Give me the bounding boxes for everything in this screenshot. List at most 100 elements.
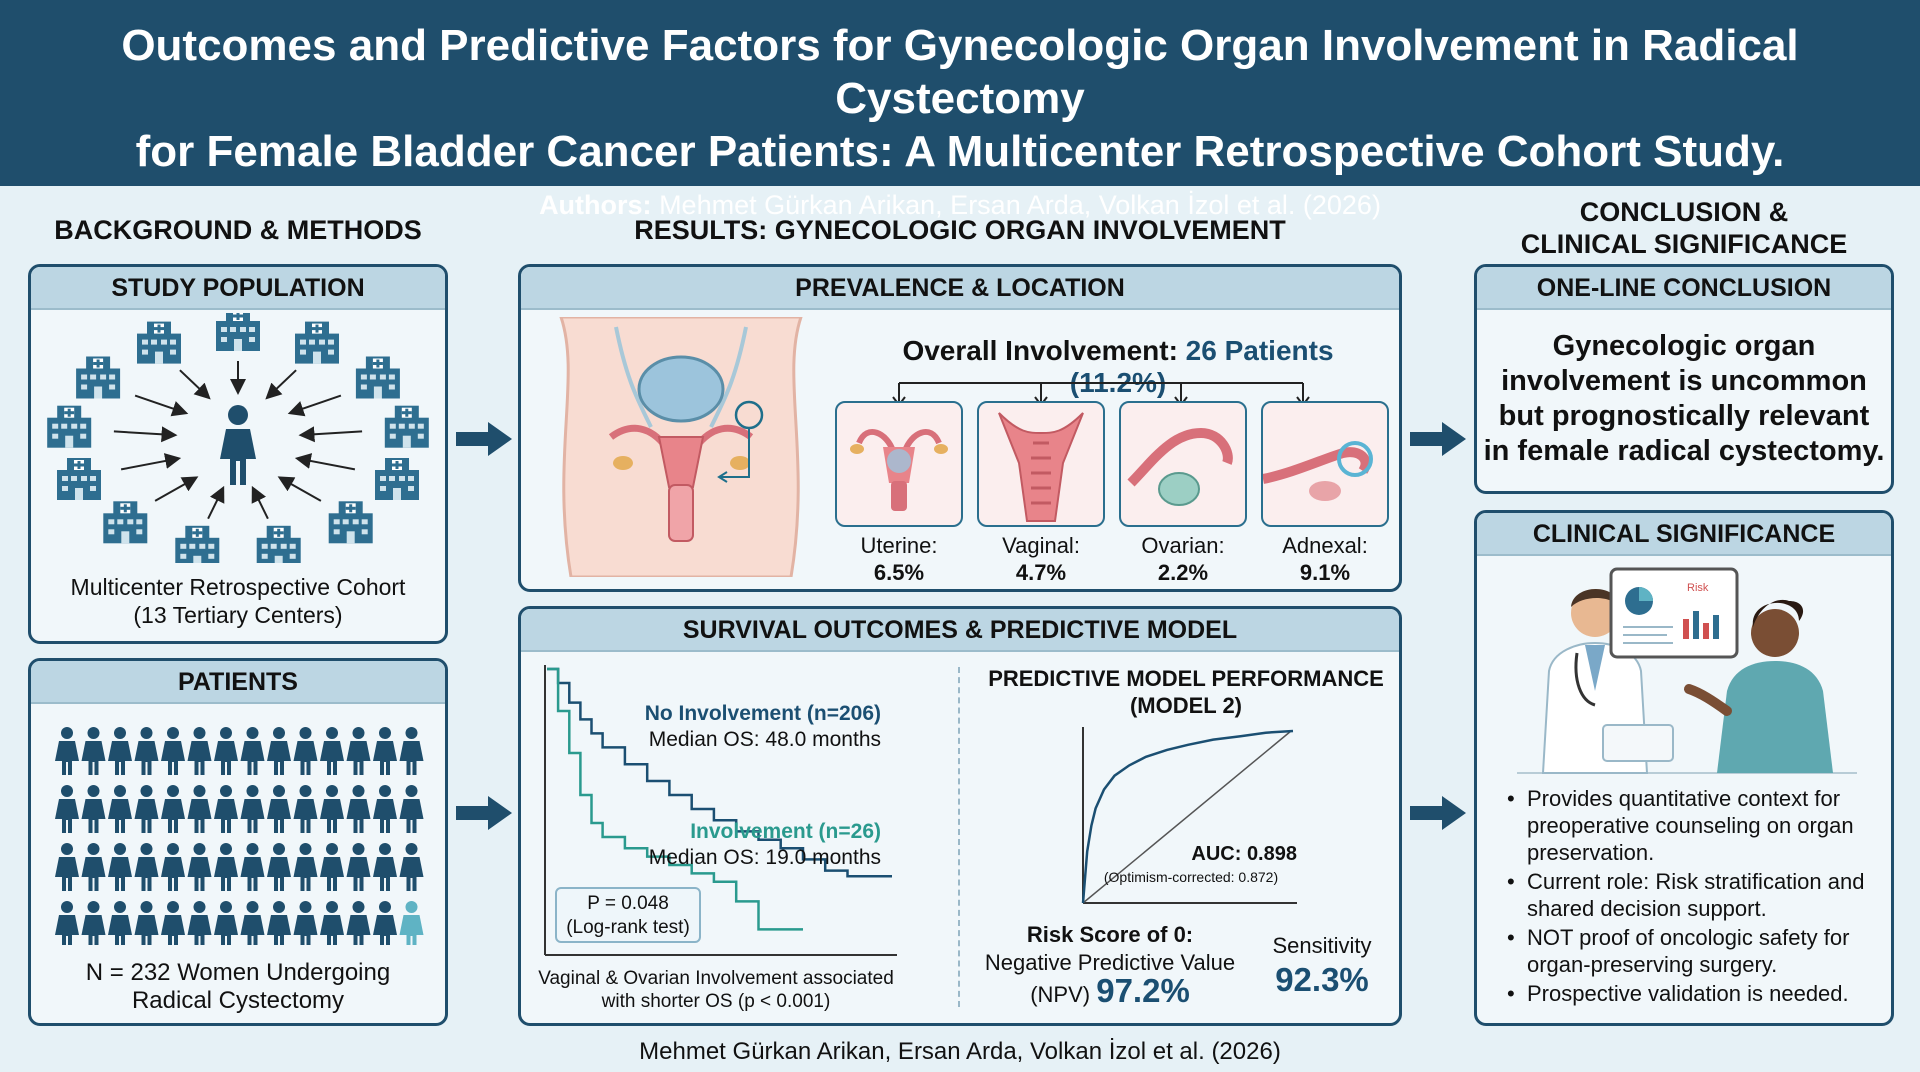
patient-pictogram <box>55 727 424 945</box>
header-banner: Outcomes and Predictive Factors for Gyne… <box>0 0 1920 220</box>
hub-arrow <box>154 476 199 502</box>
pelvis-anatomy-illustration <box>559 317 803 577</box>
clinical-bullet-list: Provides quantitative context for preope… <box>1507 785 1891 1009</box>
woman-icon <box>81 843 106 891</box>
no-involvement-label: No Involvement (n=206) <box>644 702 881 725</box>
model-title-line-1: PREDICTIVE MODEL PERFORMANCE <box>988 666 1384 691</box>
woman-icon <box>267 785 291 833</box>
organ-pct: 4.7% <box>1015 560 1067 585</box>
npv-value: 97.2% <box>1096 972 1190 1009</box>
model-title: PREDICTIVE MODEL PERFORMANCE (MODEL 2) <box>971 665 1399 719</box>
km-caption-line-1: Vaginal & Ovarian Involvement associated <box>538 968 894 989</box>
hub-arrow <box>287 394 342 417</box>
involvement-legend: Involvement (n=26) Median OS: 19.0 month… <box>621 819 881 871</box>
conclusion-line-4: in female radical cystectomy. <box>1483 435 1885 467</box>
woman-icon <box>81 901 106 945</box>
column-title-conclusion-line-2: CLINICAL SIGNIFICANCE <box>1520 229 1848 259</box>
study-population-panel: STUDY POPULATION <box>28 264 448 644</box>
conclusion-line-3: but prognostically relevant <box>1498 400 1870 432</box>
organ-label-vaginal: Vaginal: 4.7% <box>966 532 1116 586</box>
hub-diagram <box>47 313 429 563</box>
p-value-box: P = 0.048 (Log-rank test) <box>555 887 701 943</box>
woman-icon <box>108 843 132 891</box>
km-curve-no-involvement <box>547 667 892 878</box>
hospital-icon <box>57 458 101 500</box>
woman-icon <box>214 901 238 945</box>
overall-involvement: Overall Involvement: 26 Patients (11.2%) <box>858 335 1378 399</box>
arrow-right-icon <box>1410 422 1466 456</box>
prevalence-panel: PREVALENCE & LOCATION Overall Involvemen… <box>518 264 1402 592</box>
woman-icon <box>399 843 424 891</box>
hub-arrow <box>120 453 182 471</box>
km-caption-line-2: with shorter OS (p < 0.001) <box>601 991 831 1012</box>
woman-icon <box>346 843 371 891</box>
woman-icon <box>108 727 132 775</box>
woman-icon <box>399 727 424 775</box>
organ-name: Uterine: <box>860 533 938 558</box>
sensitivity-label: Sensitivity <box>1272 933 1372 958</box>
study-population-heading: STUDY POPULATION <box>31 267 445 310</box>
woman-icon <box>346 901 371 945</box>
woman-icon <box>134 727 159 775</box>
sensitivity-block: Sensitivity 92.3% <box>1247 933 1397 999</box>
hub-arrow <box>179 369 211 400</box>
column-title-background: BACKGROUND & METHODS <box>54 215 422 245</box>
conclusion-heading: ONE-LINE CONCLUSION <box>1477 267 1891 310</box>
arrow-right-icon <box>1410 796 1466 830</box>
woman-icon <box>293 727 318 775</box>
organ-pct: 2.2% <box>1157 560 1209 585</box>
woman-icon <box>293 901 318 945</box>
survival-panel: SURVIVAL OUTCOMES & PREDICTIVE MODEL No … <box>518 606 1402 1026</box>
roc-curve <box>1081 729 1294 904</box>
hospital-icon <box>355 356 400 399</box>
woman-icon <box>293 785 318 833</box>
organ-label-uterine: Uterine: 6.5% <box>824 532 974 586</box>
page-title: Outcomes and Predictive Factors for Gyne… <box>0 0 1920 178</box>
study-population-line-2: (13 Tertiary Centers) <box>133 602 343 628</box>
woman-icon <box>320 785 344 833</box>
clinical-bullet: Provides quantitative context for preope… <box>1507 785 1891 866</box>
section-divider <box>958 667 960 1007</box>
hospital-icon <box>384 405 429 448</box>
footer-citation: Mehmet Gürkan Arikan, Ersan Arda, Volkan… <box>639 1038 1281 1065</box>
no-involvement-os: Median OS: 48.0 months <box>648 728 881 751</box>
clinical-heading: CLINICAL SIGNIFICANCE <box>1477 513 1891 556</box>
woman-icon <box>373 843 397 891</box>
woman-icon <box>293 843 318 891</box>
roc-reference-line <box>1082 730 1292 904</box>
risk-label: Risk Score of 0: <box>1026 922 1194 947</box>
km-curve-involvement <box>547 667 803 931</box>
woman-icon <box>81 785 106 833</box>
hub-arrow <box>277 476 322 502</box>
p-value: P = 0.048 <box>587 893 669 914</box>
patients-panel: PATIENTS N = 232 Women Undergoing Radica… <box>28 658 448 1026</box>
woman-icon <box>108 785 132 833</box>
conclusion-line-1: Gynecologic organ <box>1552 330 1816 362</box>
hub-arrow <box>134 394 189 417</box>
woman-icon <box>240 843 265 891</box>
vagina-icon <box>977 401 1105 527</box>
column-title-conclusion-line-1: CONCLUSION & <box>1579 197 1789 227</box>
patient-body <box>1717 661 1833 773</box>
title-line-2: for Female Bladder Cancer Patients: A Mu… <box>135 127 1785 176</box>
authors-names: Mehmet Gürkan Arikan, Ersan Arda, Volkan… <box>659 190 1381 220</box>
clipboard <box>1602 724 1674 762</box>
woman-icon <box>187 843 212 891</box>
woman-icon <box>134 785 159 833</box>
organ-label-ovarian: Ovarian: 2.2% <box>1108 532 1258 586</box>
woman-icon <box>214 785 238 833</box>
no-involvement-legend: No Involvement (n=206) Median OS: 48.0 m… <box>621 701 881 753</box>
woman-icon <box>161 785 185 833</box>
conclusion-text: Gynecologic organ involvement is uncommo… <box>1477 329 1891 469</box>
column-title-conclusion: CONCLUSION & CLINICAL SIGNIFICANCE <box>1474 196 1894 260</box>
hospital-icon <box>375 458 419 500</box>
npv-label: Negative Predictive Value <box>984 950 1236 975</box>
woman-icon <box>267 901 291 945</box>
woman-icon <box>55 901 79 945</box>
study-population-line-1: Multicenter Retrospective Cohort <box>70 574 406 600</box>
overall-value: 26 Patients (11.2%) <box>1069 335 1334 398</box>
tablet-label: Risk <box>1687 582 1709 594</box>
hub-arrow <box>294 453 356 471</box>
hub-arrow <box>251 485 269 520</box>
woman-icon <box>55 785 79 833</box>
